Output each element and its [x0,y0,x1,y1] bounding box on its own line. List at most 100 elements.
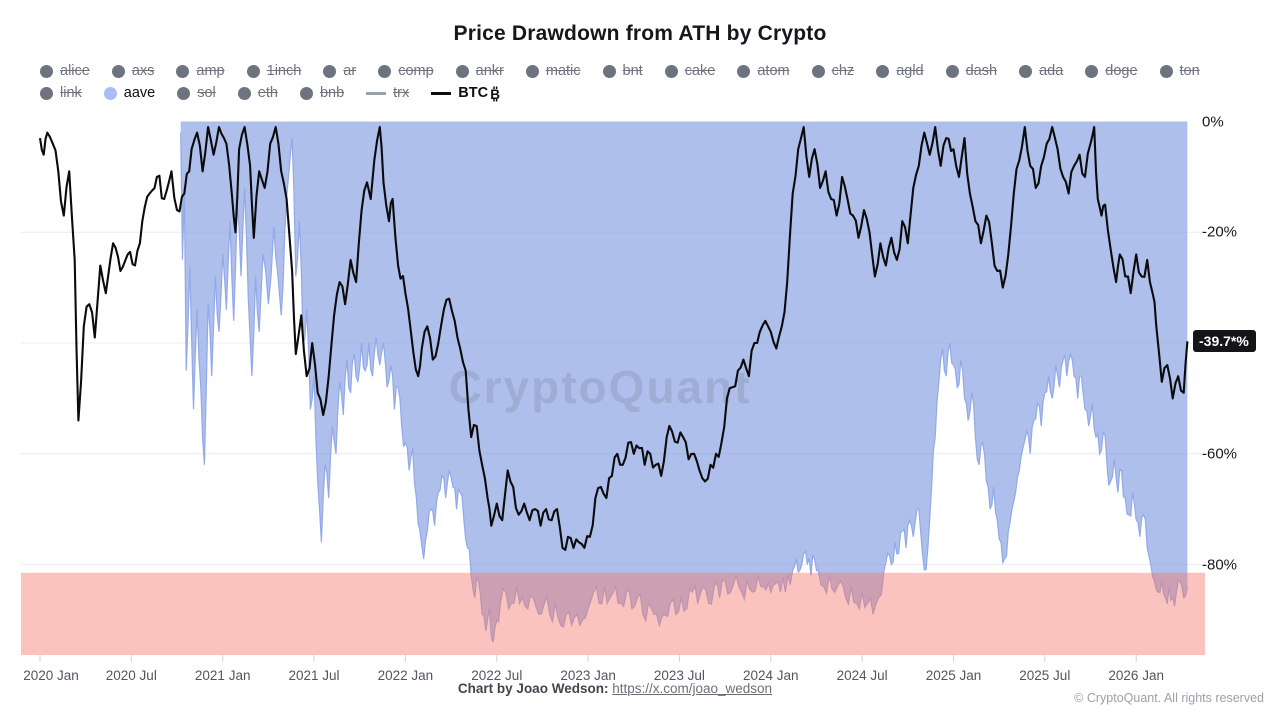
legend-item-ankr[interactable]: ankr [455,63,504,80]
legend-item-chz[interactable]: chz [811,64,854,79]
legend-item-alice[interactable]: alice [40,64,90,79]
legend-label: bnt [622,63,643,80]
legend-item-cake[interactable]: cake [664,63,716,80]
y-axis-label: 0% [1202,113,1224,130]
credit-author: Chart by Joao Wedson: [457,681,609,696]
btc-line [38,125,1189,551]
1inch-dot-marker-icon [246,65,260,78]
legend-label: axs [131,63,155,80]
legend-label: matic [545,63,581,80]
link-dot-marker-icon [40,87,53,100]
bnb-dot-marker-icon [299,87,313,100]
legend-item-comp[interactable]: comp [378,63,434,80]
legend-label: sol [197,85,216,102]
legend-label: link [60,85,82,102]
atom-dot-marker-icon [737,65,751,78]
ada-dot-marker-icon [1019,65,1033,78]
legend-item-dash[interactable]: dash [945,63,998,80]
svg-text:B: B [490,87,500,102]
eth-dot-marker-icon [237,87,251,100]
legend-item-link[interactable]: link [40,86,82,101]
x-axis-label: 2020 Jan [23,668,79,683]
page-title: Price Drawdown from ATH by Crypto [453,22,827,45]
aave-line [180,132,1188,643]
axs-dot-marker-icon [111,65,125,78]
legend-item-bnb[interactable]: bnb [299,85,345,102]
legend-item-1inch[interactable]: 1inch [246,63,302,80]
legend-item-ton[interactable]: ton [1159,63,1200,80]
sol-dot-marker-icon [177,87,191,100]
legend-label: ada [1039,63,1064,80]
comp-dot-marker-icon [378,65,392,78]
x-axis-label: 2020 Jul [105,668,157,683]
credit-link[interactable]: https://x.com/joao_wedson [612,681,773,696]
legend-item-trx[interactable]: trx [366,86,409,101]
legend-item-amp[interactable]: amp [176,63,225,80]
legend-item-doge[interactable]: doge [1085,63,1138,80]
legend-label: comp [398,63,434,80]
legend-label: doge [1105,63,1138,80]
legend-label: cake [684,63,716,80]
x-axis-label: 2025 Jul [1019,668,1071,683]
legend-label: BTC B [458,85,501,102]
cake-dot-marker-icon [664,65,678,78]
x-axis-label: 2026 Jan [1108,668,1164,683]
x-axis-label: 2024 Jul [836,668,888,683]
ankr-dot-marker-icon [455,65,469,78]
legend-item-eth[interactable]: eth [237,85,278,102]
legend-item-axs[interactable]: axs [111,63,155,80]
legend-label: atom [757,63,790,80]
legend: alice axs amp 1inch ar comp ankr matic bnt cake at… [40,61,1200,104]
legend-label: ankr [475,63,504,80]
legend-item-ada[interactable]: ada [1019,64,1063,79]
danger-zone [21,572,1205,655]
y-axis-label: -80% [1202,556,1238,573]
chart-credit: Chart by Joao Wedson: https://x.com/joao… [0,681,1230,696]
copyright-notice: © CryptoQuant. All rights reserved [1074,691,1264,705]
x-axis-label: 2025 Jan [925,668,982,683]
legend-label: dash [965,63,998,80]
legend-item-bnt[interactable]: bnt [602,63,643,80]
legend-item-atom[interactable]: atom [737,63,790,80]
doge-dot-marker-icon [1085,65,1099,78]
BTC-line-marker-icon [431,92,452,95]
matic-dot-marker-icon [525,65,539,78]
legend-label: 1inch [266,63,302,80]
legend-item-aave[interactable]: aave [103,85,156,102]
x-axis-label: 2021 Jul [288,668,340,683]
x-axis-label: 2022 Jul [471,668,523,683]
legend-label: bnb [319,85,345,102]
trx-line-marker-icon [366,92,387,95]
dash-dot-marker-icon [945,65,959,78]
legend-item-sol[interactable]: sol [177,86,216,101]
legend-label: amp [196,63,225,80]
agld-dot-marker-icon [876,65,890,78]
legend-item-ar[interactable]: ar [323,64,356,79]
y-axis-label: -20% [1202,223,1238,241]
bnt-dot-marker-icon [602,65,616,78]
legend-label: ton [1179,63,1200,80]
x-axis-label: 2022 Jan [377,668,434,683]
ar-dot-marker-icon [323,65,337,78]
x-axis-label: 2023 Jul [653,668,705,683]
legend-label: aave [123,85,156,102]
legend-item-matic[interactable]: matic [525,63,581,80]
legend-label: eth [257,85,278,102]
alice-dot-marker-icon [40,65,53,78]
legend-label: trx [393,85,410,102]
legend-item-agld[interactable]: agld [876,63,924,80]
aave-area [180,121,1188,642]
y-axis-label: -60% [1202,445,1238,463]
legend-item-btc[interactable]: BTC B [431,86,501,102]
btc-symbol-icon: B [490,86,500,102]
legend-label: ar [343,63,357,80]
current-value-badge: -39.7*% [1193,330,1256,353]
legend-label: alice [60,63,90,80]
legend-label: agld [896,63,924,80]
ton-dot-marker-icon [1159,65,1173,78]
aave-dot-marker-icon [103,87,117,100]
x-axis-label: 2024 Jan [743,668,799,683]
amp-dot-marker-icon [176,65,190,78]
